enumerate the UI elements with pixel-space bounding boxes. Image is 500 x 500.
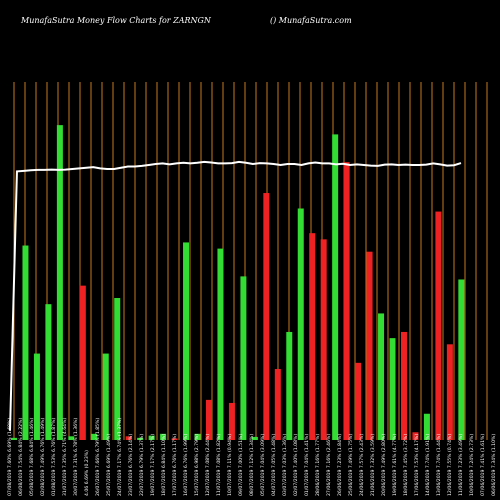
x-tick-label: 4.06 6.69% (0.23%) [84, 450, 90, 496]
money-flow-bar-down [400, 331, 407, 440]
money-flow-bar-up [45, 304, 52, 440]
x-tick-label: 06/06/2019 7.34% (1.10%) [491, 434, 497, 496]
money-flow-bar-down [343, 162, 350, 441]
x-tick-label: 20/06/2019 7.49% (2.80%) [381, 434, 387, 496]
money-flow-bar-up [148, 435, 155, 440]
x-tick-label: 09/07/2019 7.00% (1.51%) [238, 434, 244, 496]
site-credit: () MunafaSutra.com [270, 16, 352, 25]
money-flow-bar-up [332, 134, 339, 440]
money-flow-bar-up [33, 353, 40, 440]
x-tick-label: 05/07/2019 7.04% (3.09%) [260, 434, 266, 496]
x-tick-label: 07/08/2019 7.60% 6.69% (1.68%) [7, 418, 13, 496]
x-tick-label: 02/08/2019 7.49% 6.76% (1.49%) [40, 418, 46, 496]
x-tick-label: 04/07/2019 7.05% (1.48%) [271, 434, 277, 496]
x-tick-label: 08/07/2019 7.12% (1.34%) [249, 434, 255, 496]
money-flow-bar-up [297, 208, 304, 440]
x-tick-label: 17/07/2019 6.76% (1.17%) [172, 434, 178, 496]
x-tick-label: 17/06/2019 7.53% (4.17%) [414, 434, 420, 496]
x-tick-label: 30/07/2019 7.31% 6.78% (1.36%) [73, 418, 79, 496]
money-flow-bar-down [205, 399, 212, 440]
x-tick-label: 12/07/2019 7.08% (2.44%) [205, 434, 211, 496]
x-tick-label: 19/06/2019 7.61% (4.77%) [392, 434, 398, 496]
x-tick-label: 03/07/2019 7.03% (1.36%) [282, 434, 288, 496]
x-tick-label: 26/07/2019 7.66% 6.79% (1.85%) [95, 418, 101, 496]
money-flow-bar-up [423, 413, 430, 440]
money-flow-bar-down [355, 362, 362, 440]
money-flow-bar-up [389, 338, 396, 440]
x-tick-label: 19/07/2019 7.17% (2.17%) [150, 434, 156, 496]
x-tick-label: 21/06/2019 7.32% (3.59%) [370, 434, 376, 496]
money-flow-bar-up [378, 313, 385, 440]
chart-title: MunafaSutra Money Flow Charts for ZARNGN [21, 16, 211, 25]
x-tick-label: 12/06/2019 7.55% (0.74%) [447, 434, 453, 496]
money-flow-bar-down [274, 369, 281, 440]
money-flow-bar-down [366, 251, 373, 440]
money-flow-bar-down [125, 436, 132, 440]
x-tick-label: 06/08/2019 7.54% 6.84% (2.22%) [18, 418, 24, 496]
money-flow-bar-up [183, 242, 190, 440]
x-tick-label: 25/06/2019 7.49% (1.75%) [348, 434, 354, 496]
x-tick-label: 07/06/2019 7.41% (1.61%) [480, 434, 486, 496]
x-tick-label: 18/06/2019 7.45% (3.72%) [403, 434, 409, 496]
money-flow-bar-down [171, 438, 178, 440]
x-tick-label: 22/07/2019 6.79% (1.37%) [139, 434, 145, 496]
x-tick-label: 11/07/2019 7.08% (1.82%) [216, 434, 222, 496]
money-flow-bar-up [286, 331, 293, 440]
x-tick-label: 24/07/2019 7.17% 6.74% (1.37%) [117, 418, 123, 496]
x-tick-label: 10/06/2019 7.24% (2.73%) [469, 434, 475, 496]
x-tick-label: 16/07/2019 6.76% (1.99%) [183, 434, 189, 496]
x-tick-label: 26/06/2019 7.23% (1.84%) [337, 434, 343, 496]
x-tick-label: 15/07/2019 6.98% (2.79%) [194, 434, 200, 496]
money-flow-bar-up [102, 353, 109, 440]
x-tick-label: 01/08/2019 7.53% 6.76% (1.87%) [51, 418, 57, 496]
money-flow-bar-down [446, 344, 453, 440]
x-tick-label: 18/07/2019 6.84% (1.10%) [161, 434, 167, 496]
money-flow-bar-up [240, 276, 247, 440]
money-flow-bar-up [68, 436, 75, 440]
money-flow-bar-up [137, 437, 144, 440]
money-flow-bar-up [114, 298, 121, 440]
x-tick-label: 24/06/2019 7.57% (2.43%) [359, 434, 365, 496]
money-flow-bar-up [251, 436, 258, 440]
money-flow-bar-up [217, 248, 224, 440]
x-tick-label: 25/07/2019 6.69% (1.49%) [106, 434, 112, 496]
x-tick-label: 13/06/2019 7.74% (1.44%) [436, 434, 442, 496]
money-flow-bar-up [11, 437, 17, 440]
money-flow-line [9, 160, 462, 431]
x-tick-label: 23/07/2019 6.76% (2.14%) [128, 434, 134, 496]
x-tick-label: 11/06/2019 7.23% (3.49%) [458, 434, 464, 496]
money-flow-bar-down [79, 285, 86, 440]
money-flow-bar-up [22, 245, 29, 440]
x-tick-label: 01/07/2019 7.04% (1.41%) [304, 434, 310, 496]
x-tick-label: 31/07/2019 7.35% 6.71% (4.64%) [62, 418, 68, 496]
money-flow-bar-down [309, 233, 316, 440]
money-flow-bar-up [56, 125, 63, 440]
money-flow-bar-down [228, 402, 235, 440]
x-tick-label: 28/06/2019 7.16% (1.77%) [315, 434, 321, 496]
x-tick-label: 05/08/2019 7.68% 6.84% (1.46%) [29, 418, 35, 496]
x-tick-label: 10/07/2019 7.11% (0.94%) [227, 434, 233, 496]
x-tick-label: 14/06/2019 7.74% (1.91%) [425, 434, 431, 496]
money-flow-bar-up [160, 433, 167, 440]
money-flow-bar-up [194, 433, 201, 440]
money-flow-bar-up [91, 433, 98, 440]
x-tick-label: 02/07/2019 7.40% (1.08%) [293, 434, 299, 496]
money-flow-bar-up [458, 279, 465, 440]
money-flow-bar-down [412, 432, 419, 440]
x-tick-label: 27/06/2019 7.16% (2.46%) [326, 434, 332, 496]
money-flow-bar-down [435, 211, 442, 440]
money-flow-bar-down [320, 239, 327, 440]
money-flow-bar-down [263, 193, 270, 440]
